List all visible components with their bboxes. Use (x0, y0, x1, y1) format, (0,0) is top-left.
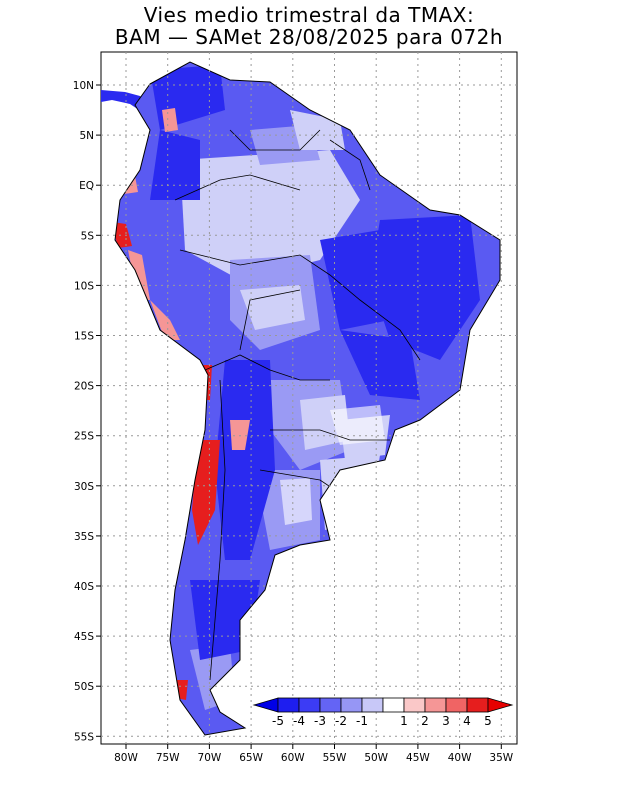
colorbar-swatch (403, 697, 426, 713)
lat-tick-label: EQ (79, 180, 94, 192)
lon-tick-label: 75W (156, 752, 180, 764)
lon-tick-label: 40W (448, 752, 472, 764)
coastline (114, 61, 501, 736)
colorbar: -5 -4 -3 -2 -1 1 2 3 4 5 (252, 697, 514, 728)
colorbar-label: 3 (442, 714, 450, 728)
colorbar-label: 1 (400, 714, 408, 728)
lat-tick-label: 30S (74, 481, 94, 493)
lat-tick-label: 10N (73, 80, 94, 92)
colorbar-swatch (361, 697, 384, 713)
lon-tick-label: 70W (198, 752, 222, 764)
colorbar-label: 4 (463, 714, 471, 728)
colorbar-label: -3 (314, 714, 326, 728)
colorbar-label: 2 (421, 714, 429, 728)
colorbar-label: -4 (293, 714, 305, 728)
colorbar-label: 5 (484, 714, 492, 728)
colorbar-swatch (466, 697, 489, 713)
lat-tick-label: 55S (74, 731, 94, 743)
colorbar-label: -2 (335, 714, 347, 728)
lat-tick-label: 25S (74, 431, 94, 443)
lon-tick-label: 55W (323, 752, 347, 764)
lat-tick-label: 40S (74, 581, 94, 593)
lon-tick-label: 60W (281, 752, 305, 764)
lat-tick-label: 10S (74, 280, 94, 292)
lon-tick-label: 80W (114, 752, 138, 764)
colorbar-swatch (445, 697, 468, 713)
colorbar-swatch (382, 697, 405, 713)
colorbar-swatch (319, 697, 342, 713)
lat-tick-label: 5N (79, 130, 94, 142)
colorbar-swatch (298, 697, 321, 713)
lon-tick-label: 35W (489, 752, 513, 764)
map-title-line1: Vies medio trimestral da TMAX: (143, 3, 475, 27)
lon-tick-label: 50W (364, 752, 388, 764)
colorbar-swatch (277, 697, 300, 713)
colorbar-over-arrow (487, 697, 514, 713)
axes: 80W 75W 70W 65W 60W 55W 50W 45W 40W 35W 10N 5N EQ 5S 1… (73, 80, 514, 764)
map-title-line2: BAM — SAMet 28/08/2025 para 072h (114, 25, 504, 49)
graticule (101, 52, 517, 744)
colorbar-swatch (340, 697, 363, 713)
lat-tick-label: 35S (74, 531, 94, 543)
lon-tick-label: 45W (406, 752, 430, 764)
colorbar-label: -5 (272, 714, 284, 728)
lat-tick-label: 5S (81, 230, 95, 242)
lat-tick-label: 15S (74, 331, 94, 343)
country-borders (174, 129, 421, 681)
lat-tick-label: 45S (74, 631, 94, 643)
colorbar-label: -1 (356, 714, 368, 728)
lon-tick-label: 65W (239, 752, 263, 764)
colorbar-swatch (424, 697, 447, 713)
lat-tick-label: 20S (74, 381, 94, 393)
lat-tick-label: 50S (74, 681, 94, 693)
